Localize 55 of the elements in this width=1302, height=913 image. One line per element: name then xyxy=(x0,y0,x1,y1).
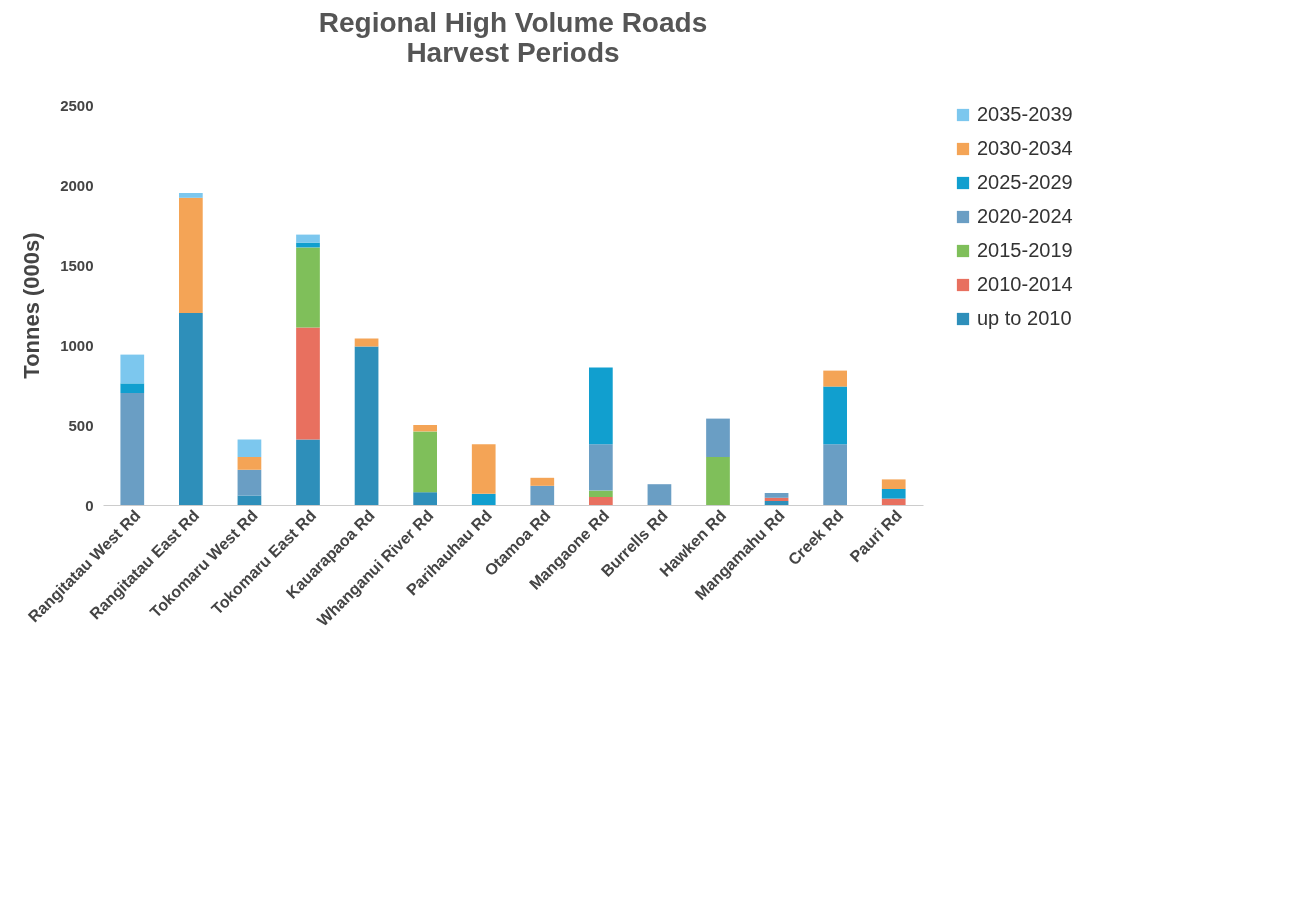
bar xyxy=(530,477,555,486)
bar xyxy=(764,497,789,501)
bar xyxy=(179,313,203,505)
bar xyxy=(589,444,613,491)
bar xyxy=(589,490,613,497)
bar xyxy=(237,495,262,505)
text: Regional High Volume Roads xyxy=(318,7,708,38)
y-tick-label: 2500 xyxy=(60,96,94,114)
text: Harvest Periods xyxy=(406,37,620,68)
bar xyxy=(296,327,320,440)
bar xyxy=(706,418,730,457)
legend-label: 2020-2024 xyxy=(977,205,1073,227)
y-tick-label: 0 xyxy=(85,496,94,514)
bar xyxy=(296,247,320,328)
bar xyxy=(237,457,262,470)
bar xyxy=(471,493,496,505)
y-tick-label: 1500 xyxy=(60,256,94,274)
legend-label: up to 2010 xyxy=(977,307,1072,329)
bar xyxy=(296,234,320,243)
bar xyxy=(237,439,262,457)
bar xyxy=(706,457,730,505)
bar xyxy=(120,354,145,384)
bar xyxy=(589,367,613,445)
bar xyxy=(354,338,379,347)
bar xyxy=(354,346,379,505)
bar xyxy=(296,439,320,505)
bar xyxy=(530,485,555,505)
bar xyxy=(764,501,789,505)
bar xyxy=(413,425,437,432)
legend-label: 2030-2034 xyxy=(977,137,1073,159)
legend-label: 2010-2014 xyxy=(977,273,1073,295)
bar xyxy=(120,383,145,393)
y-axis-title: Tonnes (000s) xyxy=(19,232,45,379)
legend-label: 2025-2029 xyxy=(977,171,1073,193)
bar xyxy=(823,370,847,387)
bar xyxy=(589,497,613,505)
legend-label: 2035-2039 xyxy=(977,103,1073,125)
bar xyxy=(764,493,789,498)
bar xyxy=(881,489,906,499)
bar xyxy=(120,393,145,505)
bar xyxy=(413,431,437,493)
y-tick-label: 1000 xyxy=(60,336,94,354)
bar xyxy=(413,492,437,505)
bar xyxy=(823,386,847,445)
bar xyxy=(881,479,906,489)
bar xyxy=(823,444,847,505)
bar xyxy=(179,193,203,198)
bar xyxy=(647,484,672,505)
bar xyxy=(471,444,496,494)
y-tick-label: 500 xyxy=(68,416,94,434)
y-tick-label: 2000 xyxy=(60,176,94,194)
bar xyxy=(179,197,203,313)
bar xyxy=(881,498,906,505)
bar xyxy=(237,469,262,496)
legend-label: 2015-2019 xyxy=(977,239,1073,261)
